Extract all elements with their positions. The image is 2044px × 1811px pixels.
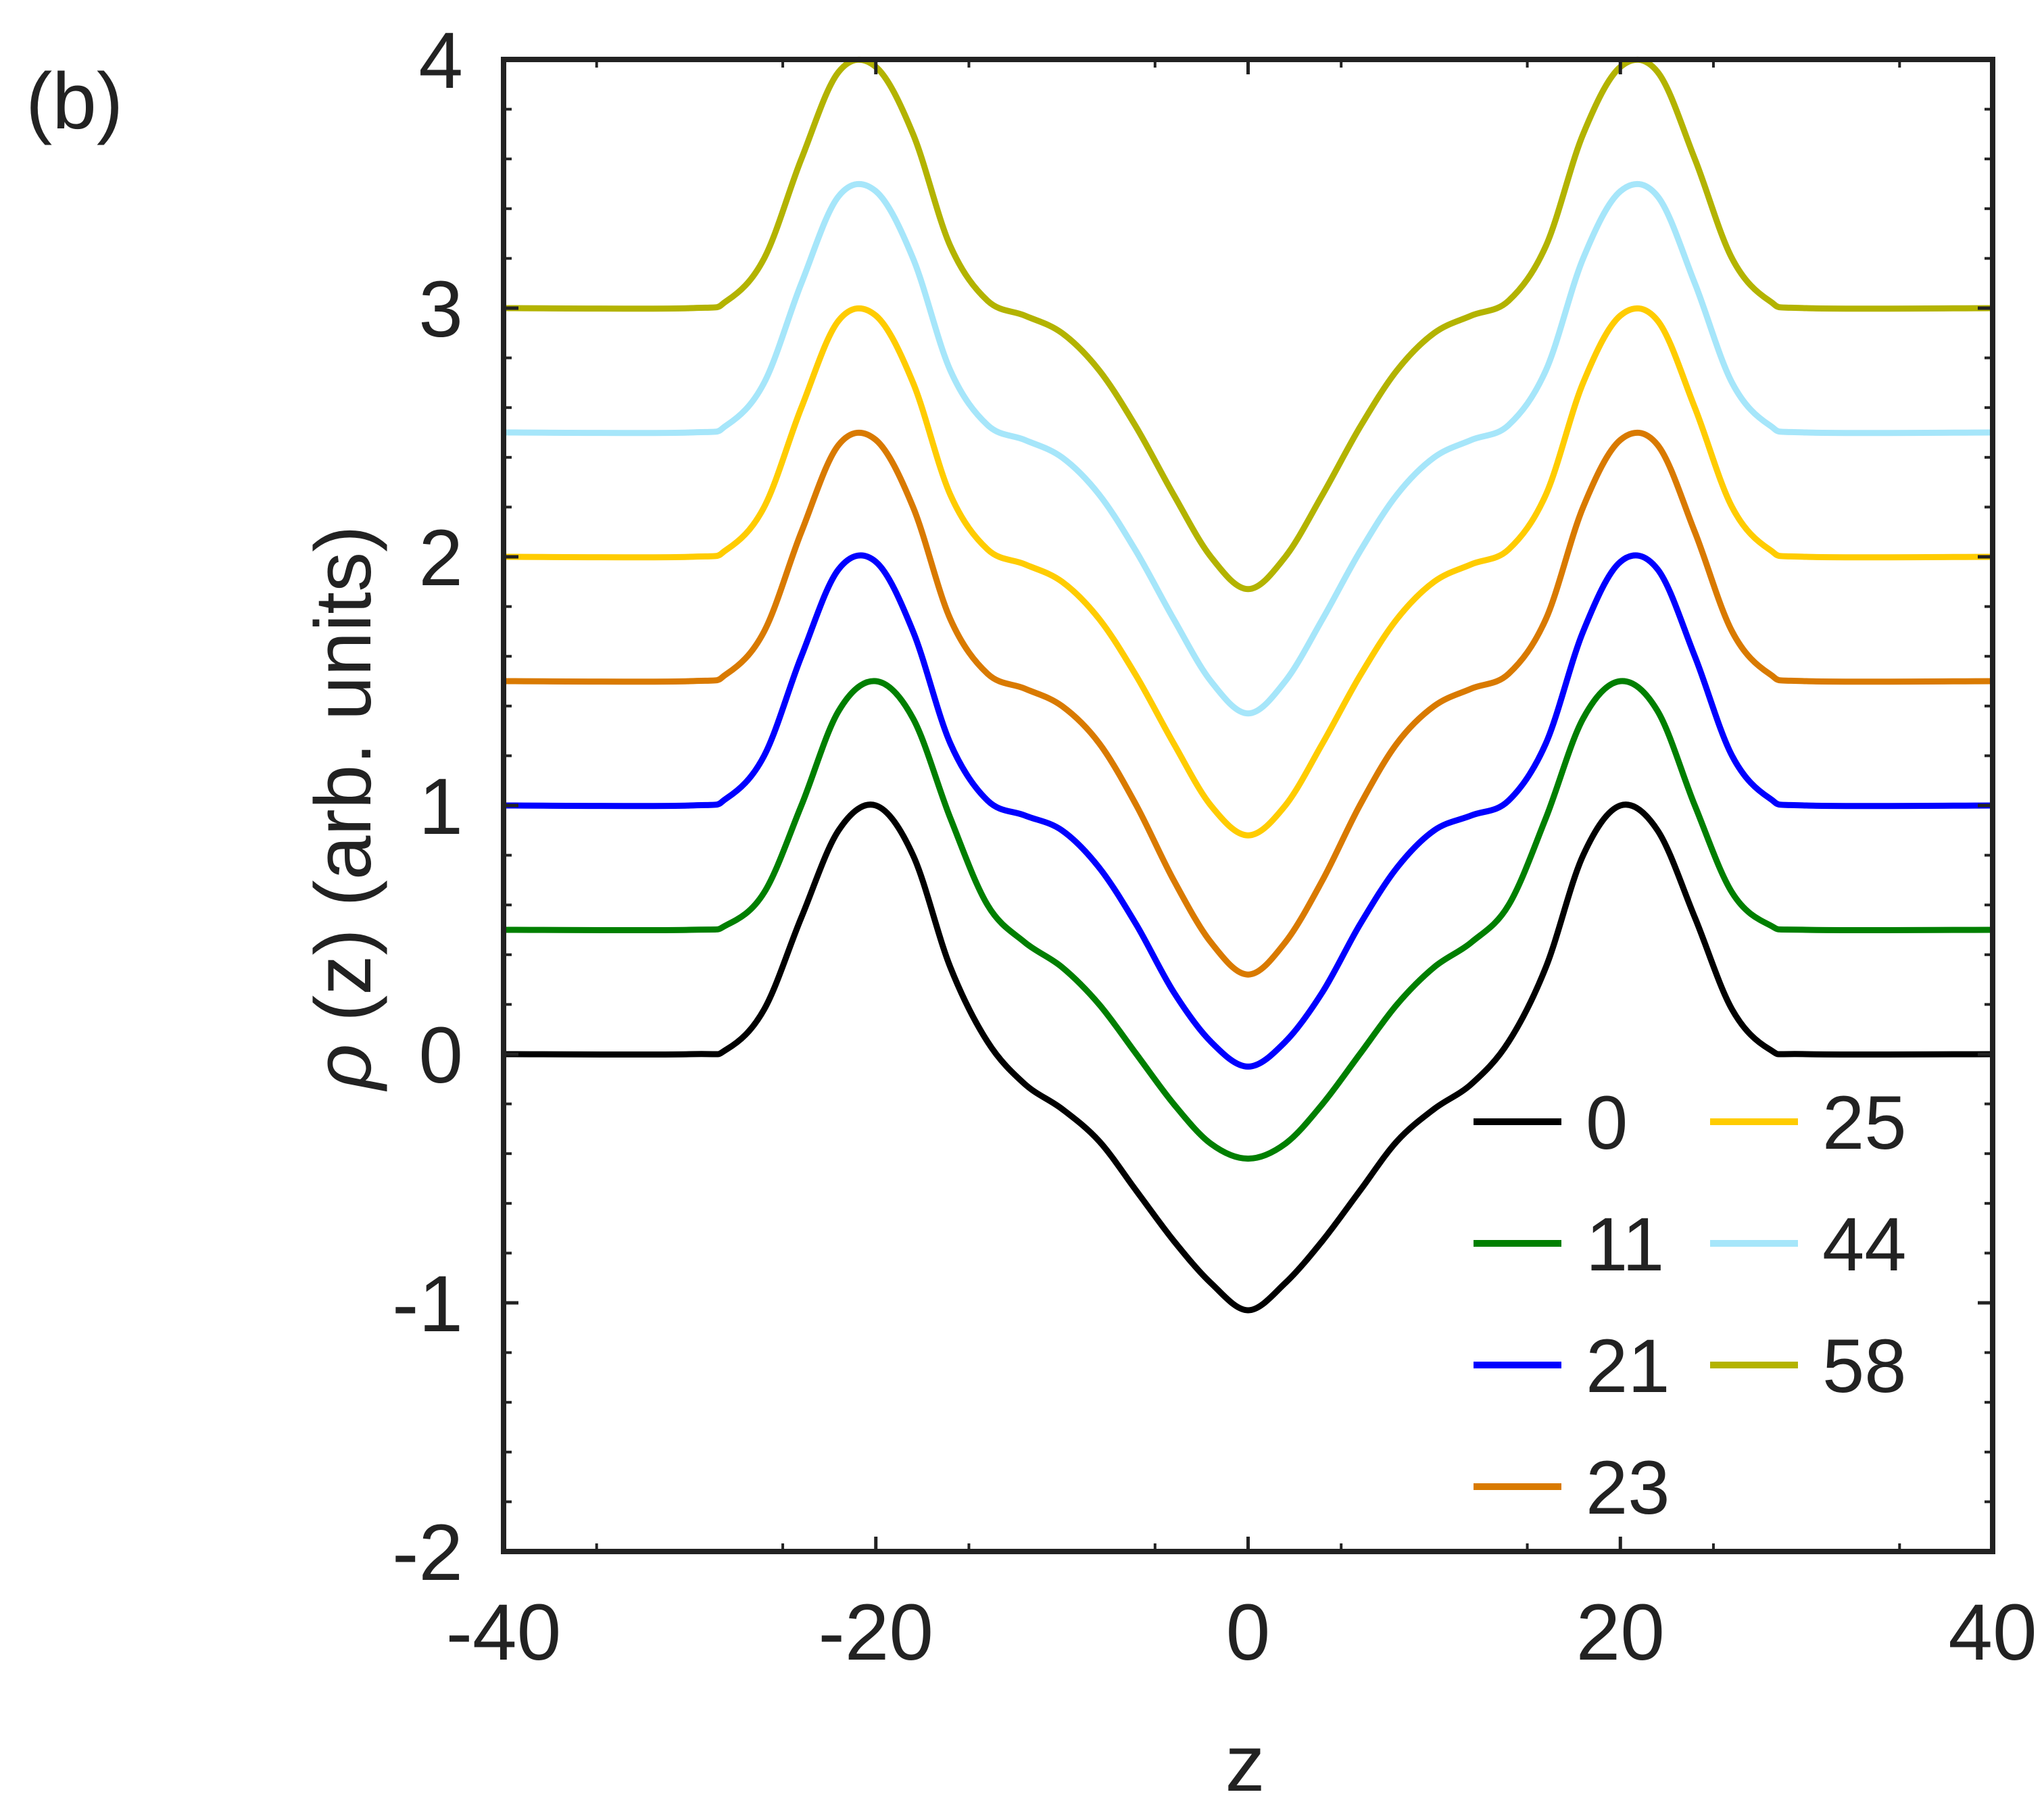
series-line-21 — [503, 552, 1993, 1070]
series-line-44 — [503, 180, 1993, 717]
x-tick-label: 40 — [1948, 1588, 2037, 1677]
y-tick-label: 3 — [418, 265, 463, 354]
y-axis-symbol: ρ — [299, 1044, 388, 1092]
y-tick-label: 1 — [418, 762, 463, 851]
x-tick-label: -20 — [818, 1588, 933, 1677]
legend-label-0: 0 — [1586, 1081, 1628, 1165]
series-line-0 — [503, 801, 1993, 1314]
panel-label: (b) — [26, 57, 123, 146]
y-tick-label: 4 — [418, 16, 463, 105]
series-line-11 — [503, 678, 1993, 1162]
legend-label-25: 25 — [1822, 1081, 1907, 1165]
series-line-23 — [503, 429, 1993, 978]
y-tick-label: 2 — [418, 514, 463, 603]
series-layer — [503, 56, 1993, 1314]
y-axis-label-rest: (z) (arb. units) — [299, 526, 388, 1022]
x-axis-title: z — [1225, 1719, 1265, 1808]
x-tick-label: 0 — [1226, 1588, 1271, 1677]
x-tick-label: 20 — [1576, 1588, 1665, 1677]
x-tick-label: -40 — [446, 1588, 562, 1677]
series-line-58 — [503, 56, 1993, 593]
y-tick-label: 0 — [418, 1011, 463, 1100]
series-line-25 — [503, 305, 1993, 839]
y-tick-label: -2 — [392, 1508, 463, 1597]
legend: 0 11 21 23 25 44 58 — [1474, 1081, 1907, 1530]
legend-label-23: 23 — [1586, 1445, 1670, 1530]
plot-frame — [501, 57, 1995, 1554]
legend-label-21: 21 — [1586, 1324, 1670, 1408]
legend-label-58: 58 — [1822, 1324, 1907, 1408]
y-axis-title: ρ (z) (arb. units) — [299, 526, 388, 1092]
y-tick-label: -1 — [392, 1260, 463, 1349]
legend-label-11: 11 — [1586, 1202, 1664, 1287]
legend-label-44: 44 — [1822, 1202, 1907, 1287]
